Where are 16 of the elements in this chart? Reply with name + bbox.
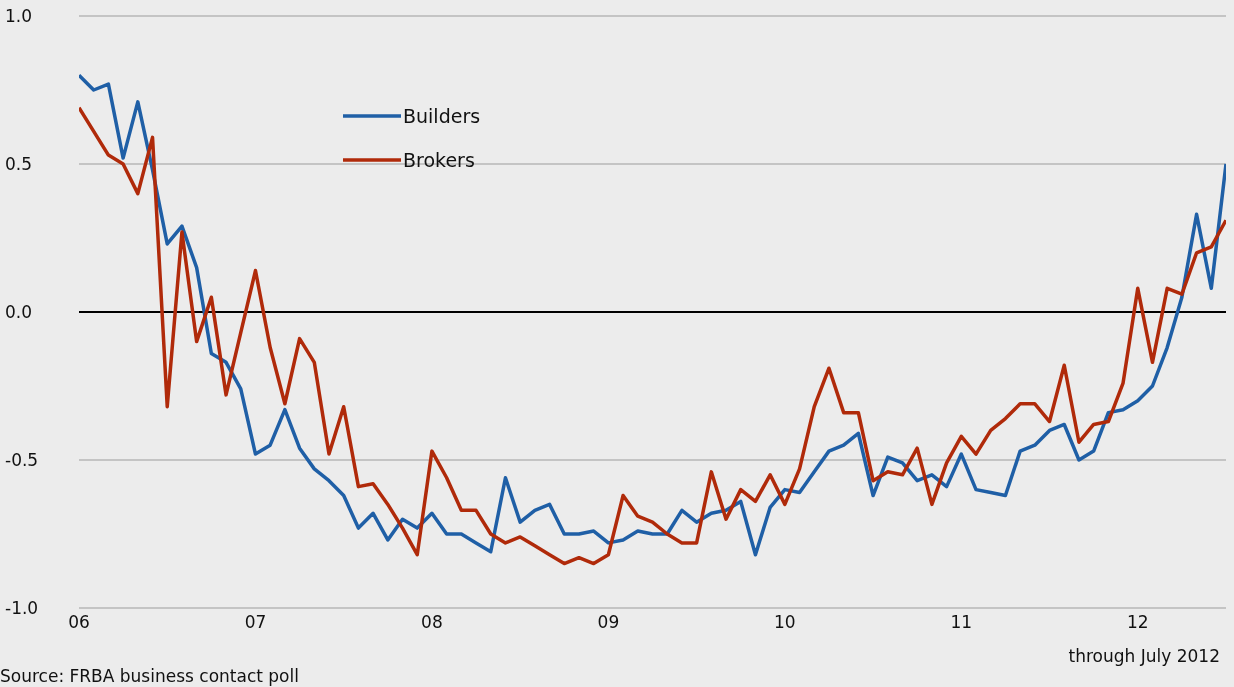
x-tick-label: 06 — [68, 612, 90, 633]
legend-label: Brokers — [403, 148, 475, 173]
x-tick-label: 08 — [421, 612, 443, 633]
y-tick-label: -0.5 — [5, 450, 39, 471]
x-tick-label: 07 — [244, 612, 267, 633]
y-tick-label: 0.0 — [5, 302, 33, 323]
x-tick-label: 11 — [950, 612, 973, 633]
x-tick-label: 09 — [597, 612, 620, 633]
source-note: Source: FRBA business contact poll — [0, 666, 299, 686]
y-tick-label: 1.0 — [5, 6, 33, 27]
y-tick-label: 0.5 — [5, 154, 33, 175]
x-tick-label: 12 — [1126, 612, 1149, 633]
x-tick-label: 10 — [774, 612, 796, 633]
text: through July 2012 — [1068, 646, 1220, 666]
legend-label: Builders — [403, 104, 481, 129]
y-tick-label: -1.0 — [5, 598, 39, 619]
